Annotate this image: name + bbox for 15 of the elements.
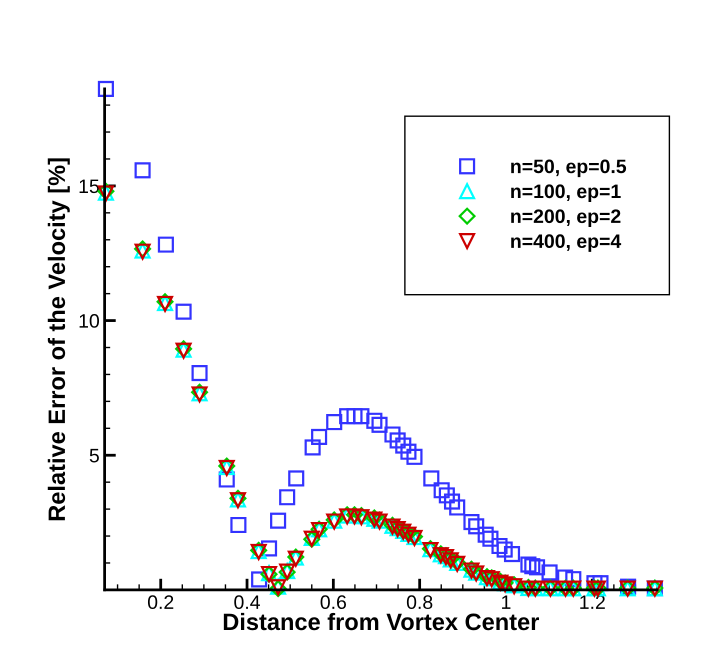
x-tick-label: 0.4 [234, 595, 260, 610]
x-tick-label: 1.2 [580, 595, 605, 609]
y-tick-label: 10 [80, 314, 99, 328]
y-tick-label: 5 [90, 448, 99, 462]
legend-label: n=200, ep=2 [511, 209, 620, 227]
legend-label: n=100, ep=1 [511, 184, 621, 202]
legend-label: n=400, ep=4 [511, 234, 622, 252]
x-tick-label: 0.2 [148, 595, 174, 610]
x-axis-title: Distance from Vortex Center [224, 612, 540, 630]
legend-label: n=50, ep=0.5 [511, 159, 626, 178]
y-axis-title: Relative Error of the Velocity [%] [48, 158, 70, 520]
x-tick-label: 0.6 [320, 595, 346, 610]
y-tick-label: 15 [80, 180, 99, 194]
x-tick-label: 0.8 [406, 595, 432, 610]
x-tick-label: 1 [502, 595, 510, 609]
